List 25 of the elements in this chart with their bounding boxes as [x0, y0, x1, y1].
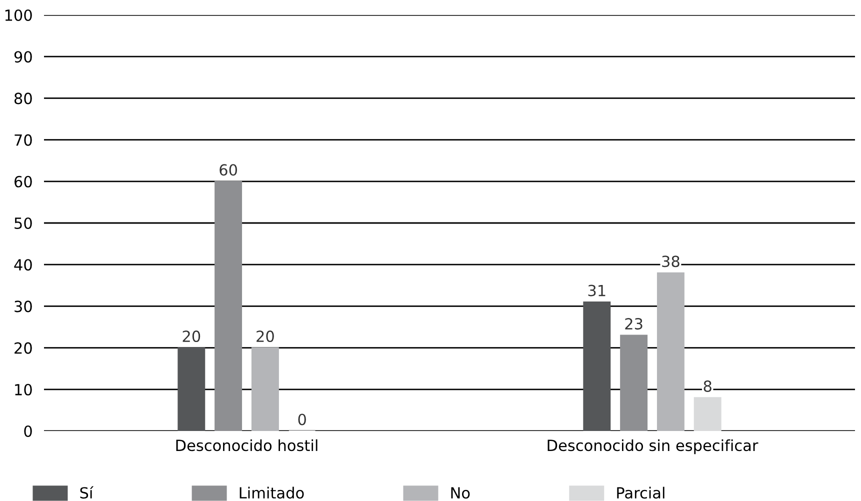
- legend-label: No: [451, 487, 470, 499]
- y-tick-label: 100: [5, 9, 32, 22]
- x-tick-label: Desconocido hostil: [176, 439, 318, 452]
- y-tick-label: 20: [14, 342, 32, 354]
- data-label: 38: [662, 256, 680, 268]
- data-label: 23: [625, 318, 642, 330]
- data-label: 31: [588, 284, 606, 296]
- y-tick-label: 60: [14, 176, 32, 188]
- data-label: 20: [256, 330, 274, 342]
- y-tick-label: 70: [14, 134, 32, 146]
- legend-label: Limitado: [240, 486, 304, 499]
- y-tick-label: 50: [14, 217, 32, 230]
- legend-label: Parcial: [617, 486, 664, 499]
- data-label: 60: [220, 164, 238, 176]
- y-tick-label: 40: [14, 259, 32, 271]
- x-tick-label: Desconocido sin especificar: [548, 439, 758, 454]
- data-label: 0: [298, 414, 306, 426]
- y-tick-label: 10: [15, 384, 32, 396]
- legend-label: Sí: [80, 486, 94, 499]
- y-tick-label: 30: [14, 300, 32, 312]
- y-tick-label: 80: [14, 92, 32, 104]
- y-tick-label: 0: [24, 425, 32, 438]
- y-tick-label: 90: [14, 51, 32, 63]
- data-label: 8: [704, 380, 712, 392]
- data-label: 20: [182, 330, 200, 342]
